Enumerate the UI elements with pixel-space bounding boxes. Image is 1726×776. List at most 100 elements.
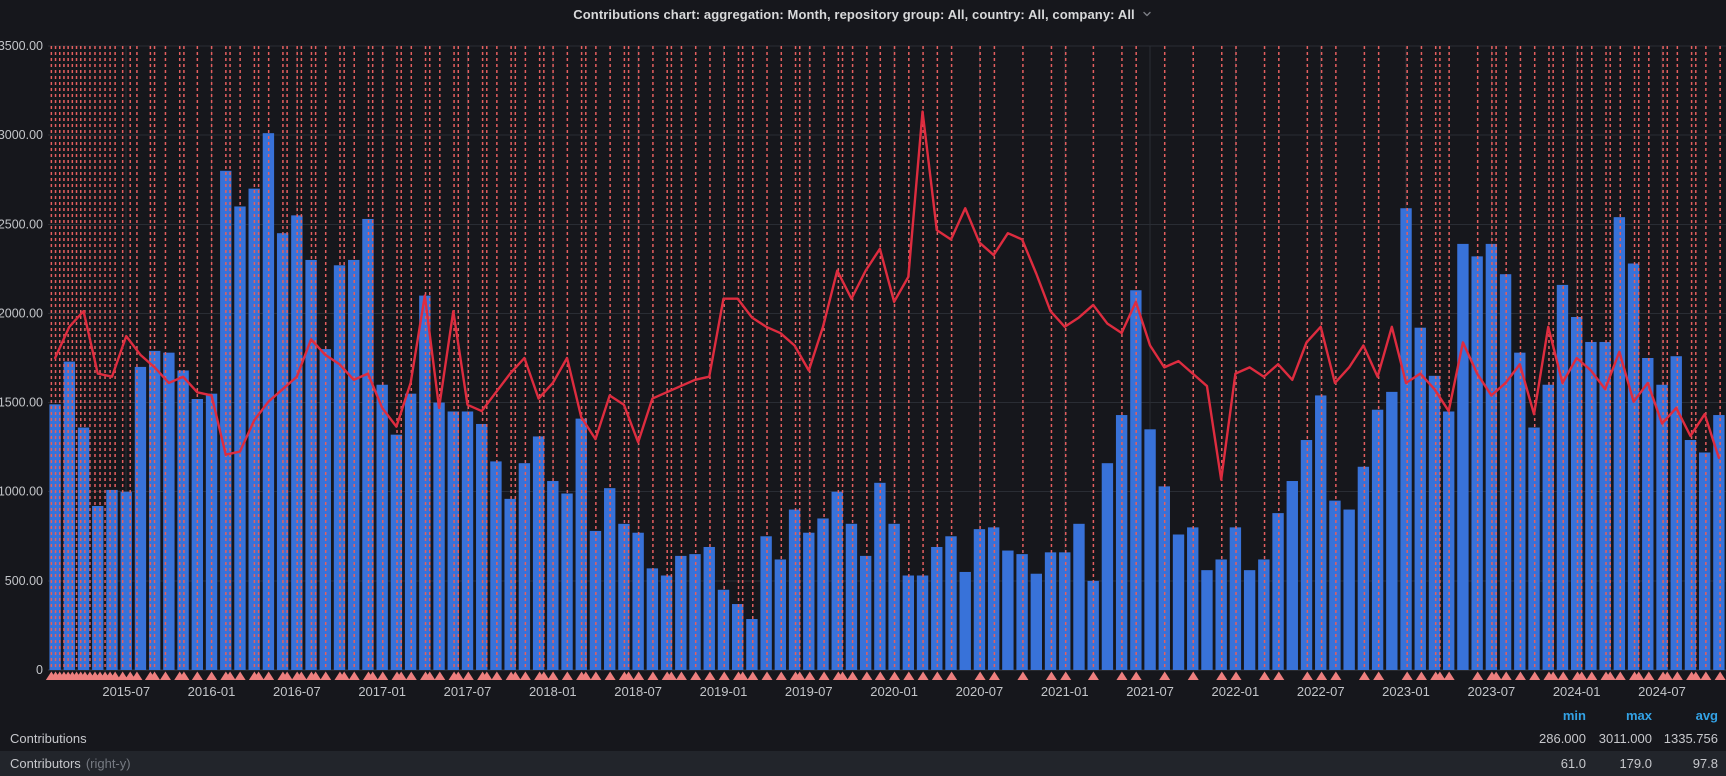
chevron-down-icon[interactable] (1141, 8, 1153, 20)
contribution-bar[interactable] (1315, 395, 1327, 670)
contribution-bar[interactable] (646, 568, 659, 670)
annotation-marker-icon[interactable] (377, 671, 389, 681)
annotation-marker-icon[interactable] (178, 671, 190, 681)
contribution-bar[interactable] (248, 188, 260, 670)
contribution-bar[interactable] (92, 505, 104, 670)
legend-col-min[interactable]: min (1562, 707, 1586, 723)
annotation-marker-icon[interactable] (1159, 671, 1171, 681)
contribution-bar[interactable] (419, 295, 431, 670)
annotation-marker-icon[interactable] (1671, 671, 1683, 681)
annotation-marker-icon[interactable] (509, 671, 521, 681)
contribution-bar[interactable] (1016, 554, 1028, 670)
contribution-bar[interactable] (476, 423, 488, 670)
annotation-marker-icon[interactable] (903, 671, 915, 681)
annotation-marker-icon[interactable] (1514, 671, 1526, 681)
annotation-marker-icon[interactable] (1490, 671, 1502, 681)
contribution-bar[interactable] (1201, 570, 1213, 670)
contribution-bar[interactable] (831, 491, 843, 670)
annotation-marker-icon[interactable] (931, 671, 943, 681)
contribution-bar[interactable] (1371, 409, 1384, 670)
annotation-marker-icon[interactable] (1576, 671, 1588, 681)
contribution-bar[interactable] (888, 523, 900, 670)
annotation-marker-icon[interactable] (395, 671, 407, 681)
annotation-marker-icon[interactable] (1434, 671, 1446, 681)
annotation-marker-icon[interactable] (263, 671, 275, 681)
legend-label-contributors[interactable]: Contributors (right-y) (10, 756, 1520, 771)
contribution-bar[interactable] (1599, 341, 1611, 670)
annotation-marker-icon[interactable] (1017, 671, 1029, 681)
contribution-bar[interactable] (205, 393, 218, 670)
contribution-bar[interactable] (803, 532, 815, 670)
annotation-marker-icon[interactable] (1116, 671, 1128, 681)
annotation-marker-icon[interactable] (1045, 671, 1057, 681)
contribution-bar[interactable] (788, 509, 801, 670)
annotation-marker-icon[interactable] (1547, 671, 1559, 681)
annotation-marker-icon[interactable] (1500, 671, 1512, 681)
contribution-bar[interactable] (774, 559, 787, 670)
contributions-chart[interactable]: 3500.00 3000.00 2500.00 2000.00 1500.00 1000.… (0, 28, 1726, 704)
annotation-marker-icon[interactable] (1633, 671, 1645, 681)
legend-label-contributions[interactable]: Contributions (10, 731, 1520, 746)
annotation-marker-icon[interactable] (1443, 671, 1455, 681)
legend-col-avg[interactable]: avg (1695, 707, 1718, 723)
annotation-marker-icon[interactable] (320, 671, 332, 681)
contribution-bar[interactable] (1713, 415, 1725, 670)
annotation-marker-icon[interactable] (675, 671, 687, 681)
contribution-bar[interactable] (177, 370, 189, 670)
contribution-bar[interactable] (348, 259, 360, 670)
panel-title[interactable]: Contributions chart: aggregation: Month,… (573, 6, 1135, 22)
contribution-bar[interactable] (461, 411, 474, 670)
contribution-bar[interactable] (1627, 263, 1640, 670)
contribution-bar[interactable] (305, 259, 317, 670)
annotation-marker-icon[interactable] (590, 671, 602, 681)
annotation-marker-icon[interactable] (1529, 671, 1541, 681)
contribution-bar[interactable] (106, 489, 118, 670)
annotation-marker-icon[interactable] (452, 671, 464, 681)
contribution-bar[interactable] (1286, 481, 1298, 670)
annotation-marker-icon[interactable] (224, 671, 236, 681)
annotation-marker-icon[interactable] (1700, 671, 1712, 681)
annotation-marker-icon[interactable] (761, 671, 773, 681)
contribution-bar[interactable] (1357, 466, 1370, 670)
contribution-bar[interactable] (1329, 500, 1341, 670)
contribution-bar[interactable] (1101, 463, 1114, 670)
annotation-marker-icon[interactable] (561, 671, 573, 681)
annotation-marker-icon[interactable] (1415, 671, 1427, 681)
contribution-bar[interactable] (1087, 580, 1099, 670)
contribution-bar[interactable] (504, 498, 516, 670)
contribution-bar[interactable] (433, 402, 445, 670)
contribution-bar[interactable] (1471, 256, 1483, 670)
annotation-marker-icon[interactable] (1557, 671, 1569, 681)
annotation-marker-icon[interactable] (737, 671, 749, 681)
contribution-bar[interactable] (1044, 552, 1057, 670)
annotation-marker-icon[interactable] (1714, 671, 1726, 681)
contribution-bar[interactable] (618, 523, 630, 670)
contribution-bar[interactable] (134, 366, 147, 670)
annotation-marker-icon[interactable] (946, 671, 958, 681)
annotation-marker-icon[interactable] (367, 671, 379, 681)
contribution-bar[interactable] (1300, 440, 1313, 670)
contribution-bar[interactable] (1428, 375, 1441, 670)
contribution-bar[interactable] (1258, 559, 1270, 670)
annotation-marker-icon[interactable] (434, 671, 446, 681)
contribution-bar[interactable] (1030, 573, 1043, 670)
contribution-bar[interactable] (760, 536, 772, 670)
annotation-marker-icon[interactable] (889, 671, 901, 681)
contribution-bar[interactable] (163, 352, 175, 670)
annotation-marker-icon[interactable] (847, 671, 859, 681)
contribution-bar[interactable] (1115, 415, 1128, 670)
annotation-marker-icon[interactable] (253, 671, 265, 681)
contribution-bar[interactable] (1144, 429, 1156, 670)
contribution-bar[interactable] (490, 461, 502, 670)
annotation-marker-icon[interactable] (206, 671, 218, 681)
contribution-bar[interactable] (447, 411, 459, 670)
annotation-marker-icon[interactable] (1230, 671, 1242, 681)
annotation-marker-icon[interactable] (1087, 671, 1099, 681)
contribution-bar[interactable] (1613, 217, 1626, 670)
annotation-marker-icon[interactable] (1130, 671, 1142, 681)
contribution-bar[interactable] (1457, 243, 1469, 670)
contributors-line[interactable] (53, 110, 1721, 481)
annotation-marker-icon[interactable] (424, 671, 436, 681)
contribution-bar[interactable] (1514, 352, 1526, 670)
annotation-marker-icon[interactable] (117, 671, 129, 681)
